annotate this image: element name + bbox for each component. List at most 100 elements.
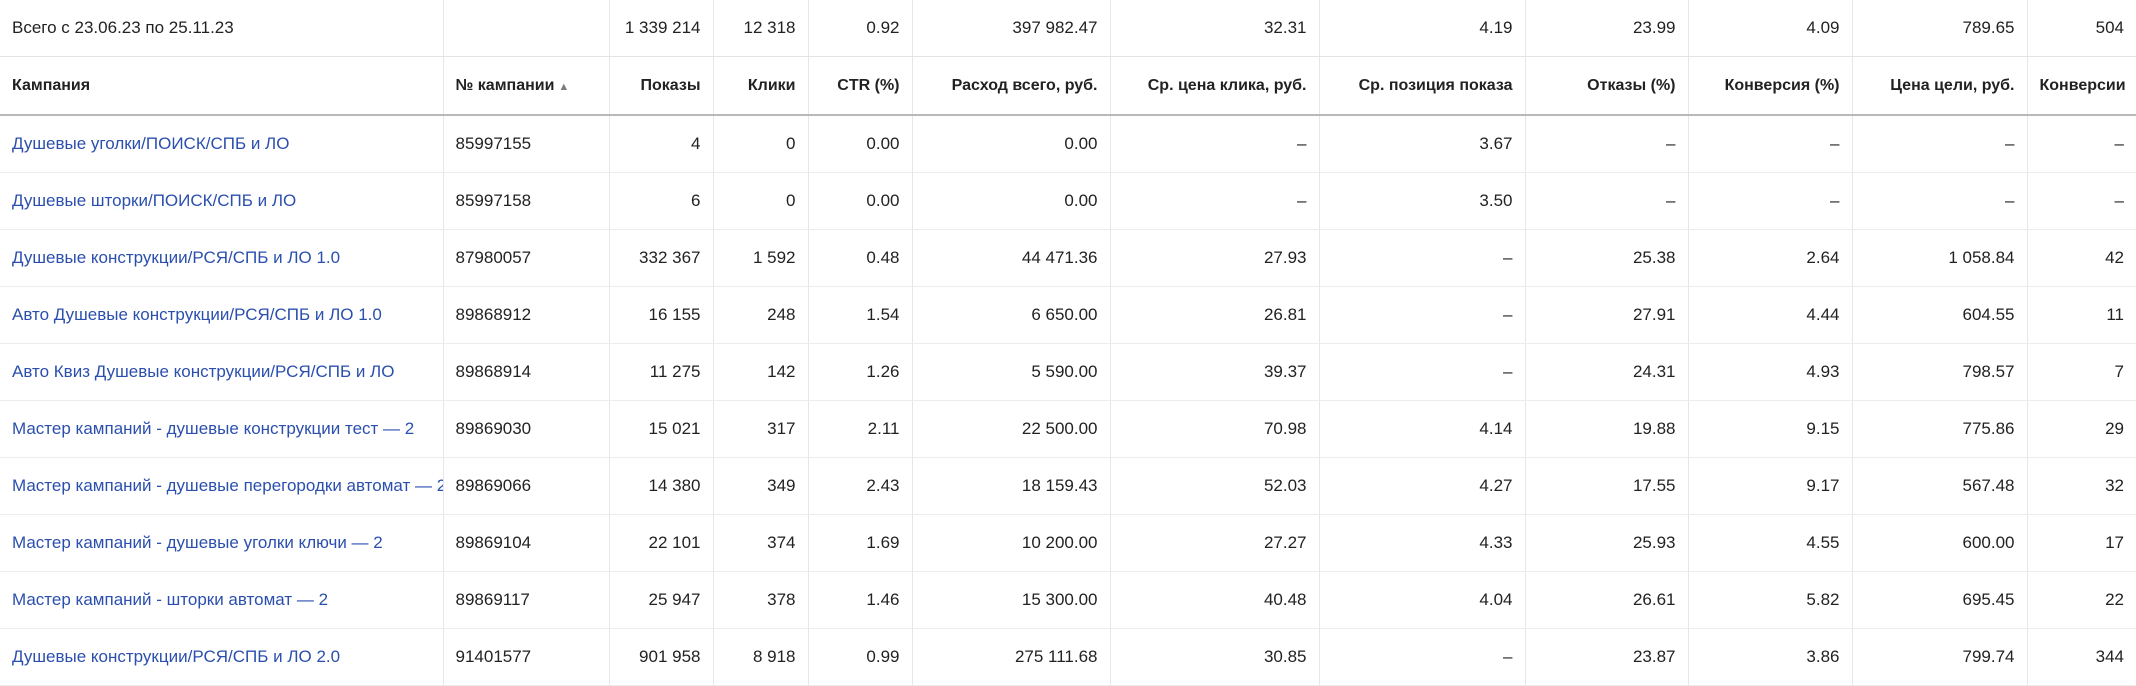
ctr-cell: 0.00 (808, 172, 913, 230)
avg-position-cell: 4.04 (1319, 571, 1526, 629)
totals-bounces: 23.99 (1525, 0, 1689, 57)
column-header-ctr[interactable]: CTR (%) (808, 56, 913, 116)
totals-spend: 397 982.47 (912, 0, 1111, 57)
totals-clicks: 12 318 (713, 0, 809, 57)
impressions-cell: 15 021 (609, 400, 714, 458)
clicks-cell: 8 918 (713, 628, 809, 686)
bounces-cell: 17.55 (1525, 457, 1689, 515)
column-header-campaign[interactable]: Кампания (0, 56, 444, 116)
campaign-name-link[interactable]: Душевые шторки/ПОИСК/СПБ и ЛО (0, 172, 444, 230)
avg-cpc-cell: 26.81 (1110, 286, 1320, 344)
bounces-cell: 19.88 (1525, 400, 1689, 458)
spend-cell: 0.00 (912, 172, 1111, 230)
avg-position-cell: 3.50 (1319, 172, 1526, 230)
campaign-name-link[interactable]: Мастер кампаний - душевые уголки ключи —… (0, 514, 444, 572)
column-header-number[interactable]: № кампании ▲ (443, 56, 610, 116)
conv-rate-cell: 9.17 (1688, 457, 1853, 515)
campaign-name-link[interactable]: Мастер кампаний - душевые конструкции те… (0, 400, 444, 458)
totals-conv-rate: 4.09 (1688, 0, 1853, 57)
clicks-cell: 1 592 (713, 229, 809, 287)
campaign-name-link[interactable]: Душевые конструкции/РСЯ/СПБ и ЛО 2.0 (0, 628, 444, 686)
clicks-cell: 248 (713, 286, 809, 344)
avg-position-cell: 4.27 (1319, 457, 1526, 515)
clicks-cell: 374 (713, 514, 809, 572)
clicks-cell: 378 (713, 571, 809, 629)
column-header-label: Клики (747, 76, 796, 94)
totals-avg-cpc: 32.31 (1110, 0, 1320, 57)
impressions-cell: 25 947 (609, 571, 714, 629)
ctr-cell: 0.00 (808, 115, 913, 173)
column-header-avg-cpc[interactable]: Ср. цена клика, руб. (1110, 56, 1320, 116)
column-header-spend[interactable]: Расход всего, руб. (912, 56, 1111, 116)
spend-cell: 5 590.00 (912, 343, 1111, 401)
campaign-name-link[interactable]: Душевые уголки/ПОИСК/СПБ и ЛО (0, 115, 444, 173)
totals-impressions: 1 339 214 (609, 0, 714, 57)
goal-cost-cell: 600.00 (1852, 514, 2028, 572)
impressions-cell: 11 275 (609, 343, 714, 401)
header-row: Кампания № кампании ▲ Показы Клики CTR (%… (0, 56, 2136, 116)
impressions-cell: 14 380 (609, 457, 714, 515)
avg-cpc-cell: – (1110, 172, 1320, 230)
campaign-name-link[interactable]: Авто Квиз Душевые конструкции/РСЯ/СПБ и … (0, 343, 444, 401)
conversions-cell: 29 (2027, 400, 2136, 458)
campaign-number: 87980057 (443, 229, 610, 287)
campaign-number: 91401577 (443, 628, 610, 686)
totals-conversions: 504 (2027, 0, 2136, 57)
totals-ctr: 0.92 (808, 0, 913, 57)
impressions-cell: 901 958 (609, 628, 714, 686)
table-row: Душевые шторки/ПОИСК/СПБ и ЛО 85997158 6 0 0… (0, 172, 2136, 230)
impressions-cell: 332 367 (609, 229, 714, 287)
campaign-number: 85997155 (443, 115, 610, 173)
column-header-conversions[interactable]: Конверсии (2027, 56, 2136, 116)
avg-cpc-cell: 27.27 (1110, 514, 1320, 572)
column-header-label: Ср. цена клика, руб. (1147, 76, 1307, 94)
avg-position-cell: – (1319, 286, 1526, 344)
conversions-cell: 344 (2027, 628, 2136, 686)
avg-cpc-cell: 30.85 (1110, 628, 1320, 686)
totals-avg-position: 4.19 (1319, 0, 1526, 57)
table-row: Душевые уголки/ПОИСК/СПБ и ЛО 85997155 4 0 0… (0, 115, 2136, 173)
conversions-cell: – (2027, 115, 2136, 173)
ctr-cell: 2.43 (808, 457, 913, 515)
goal-cost-cell: – (1852, 172, 2028, 230)
column-header-avg-position[interactable]: Ср. позиция показа (1319, 56, 1526, 116)
bounces-cell: 27.91 (1525, 286, 1689, 344)
clicks-cell: 317 (713, 400, 809, 458)
campaign-name-link[interactable]: Мастер кампаний - душевые перегородки ав… (0, 457, 444, 515)
goal-cost-cell: 1 058.84 (1852, 229, 2028, 287)
conv-rate-cell: 4.44 (1688, 286, 1853, 344)
column-header-label: Цена цели, руб. (1890, 76, 2015, 94)
avg-position-cell: 4.33 (1319, 514, 1526, 572)
ctr-cell: 2.11 (808, 400, 913, 458)
column-header-label: Расход всего, руб. (951, 76, 1098, 94)
campaign-name-link[interactable]: Авто Душевые конструкции/РСЯ/СПБ и ЛО 1.… (0, 286, 444, 344)
column-header-label: Конверсии (2039, 76, 2126, 94)
campaign-number: 89868914 (443, 343, 610, 401)
spend-cell: 0.00 (912, 115, 1111, 173)
conversions-cell: 11 (2027, 286, 2136, 344)
column-header-label: CTR (%) (837, 76, 900, 94)
campaign-name-link[interactable]: Душевые конструкции/РСЯ/СПБ и ЛО 1.0 (0, 229, 444, 287)
avg-cpc-cell: 52.03 (1110, 457, 1320, 515)
table-row: Мастер кампаний - душевые уголки ключи —… (0, 514, 2136, 572)
column-header-goal-cost[interactable]: Цена цели, руб. (1852, 56, 2028, 116)
table-row: Душевые конструкции/РСЯ/СПБ и ЛО 1.0 8798… (0, 229, 2136, 287)
spend-cell: 18 159.43 (912, 457, 1111, 515)
campaign-name-link[interactable]: Мастер кампаний - шторки автомат — 2 (0, 571, 444, 629)
table-row: Авто Душевые конструкции/РСЯ/СПБ и ЛО 1.… (0, 286, 2136, 344)
totals-goal-cost: 789.65 (1852, 0, 2028, 57)
table-row: Авто Квиз Душевые конструкции/РСЯ/СПБ и … (0, 343, 2136, 401)
column-header-label: Отказы (%) (1587, 76, 1676, 94)
conv-rate-cell: 4.55 (1688, 514, 1853, 572)
goal-cost-cell: – (1852, 115, 2028, 173)
totals-row: Всего с 23.06.23 по 25.11.23 1 339 214 1… (0, 0, 2136, 57)
column-header-impressions[interactable]: Показы (609, 56, 714, 116)
impressions-cell: 4 (609, 115, 714, 173)
clicks-cell: 0 (713, 115, 809, 173)
column-header-conv-rate[interactable]: Конверсия (%) (1688, 56, 1853, 116)
avg-position-cell: – (1319, 229, 1526, 287)
column-header-bounces[interactable]: Отказы (%) (1525, 56, 1689, 116)
column-header-clicks[interactable]: Клики (713, 56, 809, 116)
avg-position-cell: 3.67 (1319, 115, 1526, 173)
clicks-cell: 349 (713, 457, 809, 515)
